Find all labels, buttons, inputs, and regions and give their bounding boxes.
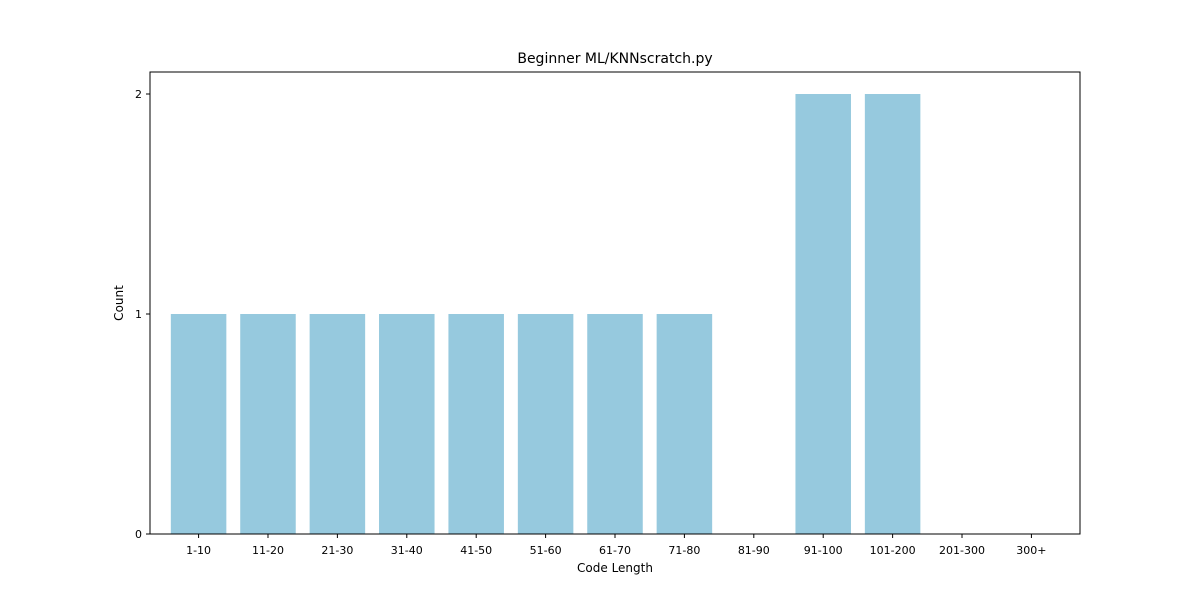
y-tick-label: 0 — [135, 528, 142, 541]
y-tick-label: 1 — [135, 308, 142, 321]
y-axis-ticks: 0 1 2 — [135, 88, 150, 541]
x-tick-label: 21-30 — [321, 544, 353, 557]
bar-21-30 — [309, 314, 366, 534]
y-tick-label: 2 — [135, 88, 142, 101]
bar-1-10 — [170, 314, 227, 534]
bar-101-200 — [864, 94, 921, 534]
y-axis-label: Count — [112, 285, 126, 321]
x-tick-label: 300+ — [1016, 544, 1046, 557]
x-tick-label: 81-90 — [738, 544, 770, 557]
bar-51-60 — [517, 314, 574, 534]
bar-11-20 — [240, 314, 296, 534]
x-tick-label: 1-10 — [186, 544, 211, 557]
x-tick-label: 11-20 — [252, 544, 284, 557]
bars-group — [170, 94, 921, 534]
bar-41-50 — [448, 314, 504, 534]
bar-31-40 — [379, 314, 435, 534]
x-axis-ticks: 1-10 11-20 21-30 31-40 41-50 51-60 61-70 71-80 8… — [186, 534, 1047, 557]
x-axis-label: Code Length — [577, 561, 653, 575]
bar-71-80 — [656, 314, 713, 534]
chart-title: Beginner ML/KNNscratch.py — [517, 51, 712, 67]
x-tick-label: 101-200 — [870, 544, 916, 557]
x-tick-label: 31-40 — [391, 544, 423, 557]
bar-91-100 — [795, 94, 851, 534]
x-tick-label: 51-60 — [530, 544, 562, 557]
x-tick-label: 41-50 — [460, 544, 492, 557]
x-tick-label: 91-100 — [804, 544, 843, 557]
x-tick-label: 201-300 — [939, 544, 985, 557]
bar-61-70 — [587, 314, 643, 534]
x-tick-label: 61-70 — [599, 544, 631, 557]
x-tick-label: 71-80 — [668, 544, 700, 557]
